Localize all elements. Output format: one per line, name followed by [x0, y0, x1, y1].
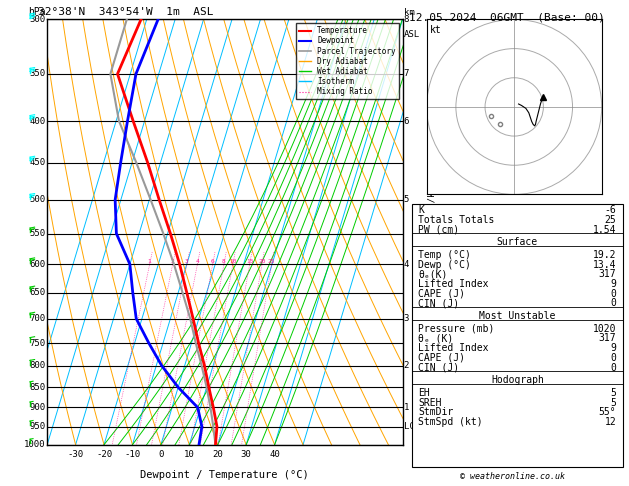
Text: 8: 8 [404, 15, 409, 24]
Text: 1020: 1020 [593, 324, 616, 334]
Text: 12.05.2024  06GMT  (Base: 00): 12.05.2024 06GMT (Base: 00) [409, 12, 604, 22]
Text: SREH: SREH [418, 398, 442, 408]
Text: 0: 0 [159, 450, 164, 459]
Text: 5: 5 [611, 388, 616, 398]
Text: EH: EH [418, 388, 430, 398]
Text: 3: 3 [404, 314, 409, 323]
Text: Most Unstable: Most Unstable [479, 311, 555, 321]
Text: 4: 4 [196, 259, 199, 264]
Text: 6: 6 [404, 117, 409, 125]
Text: 550: 550 [30, 229, 45, 238]
Text: 20: 20 [213, 450, 223, 459]
Text: 400: 400 [30, 117, 45, 125]
Text: 5: 5 [404, 195, 409, 205]
Text: 19.2: 19.2 [593, 250, 616, 260]
Text: 1: 1 [148, 259, 152, 264]
Text: 317: 317 [599, 333, 616, 344]
Text: 4: 4 [404, 260, 409, 269]
Text: 500: 500 [30, 195, 45, 205]
Text: CAPE (J): CAPE (J) [418, 353, 465, 363]
Text: 15: 15 [246, 259, 253, 264]
Text: 25: 25 [268, 259, 276, 264]
Text: StmSpd (kt): StmSpd (kt) [418, 417, 483, 427]
Text: 20: 20 [258, 259, 265, 264]
Text: 850: 850 [30, 383, 45, 392]
Text: CIN (J): CIN (J) [418, 298, 459, 309]
Text: -10: -10 [125, 450, 140, 459]
Text: 55°: 55° [599, 407, 616, 417]
Text: 1.54: 1.54 [593, 225, 616, 235]
Text: 300: 300 [30, 15, 45, 24]
Text: 2: 2 [171, 259, 174, 264]
Text: 9: 9 [611, 279, 616, 289]
Text: 0: 0 [611, 298, 616, 309]
Text: 7: 7 [404, 69, 409, 78]
Text: 0: 0 [611, 353, 616, 363]
Text: 317: 317 [599, 269, 616, 279]
Text: 350: 350 [30, 69, 45, 78]
Text: CAPE (J): CAPE (J) [418, 289, 465, 299]
Text: StmDir: StmDir [418, 407, 454, 417]
Text: K: K [418, 205, 424, 215]
Text: 13.4: 13.4 [593, 260, 616, 270]
Text: km: km [404, 8, 415, 17]
Text: Pressure (mb): Pressure (mb) [418, 324, 494, 334]
Text: Temp (°C): Temp (°C) [418, 250, 471, 260]
Text: θₑ(K): θₑ(K) [418, 269, 448, 279]
Text: 5: 5 [611, 398, 616, 408]
Text: Surface: Surface [497, 237, 538, 247]
Text: kt: kt [430, 25, 442, 35]
Text: 0: 0 [611, 289, 616, 299]
Text: 25: 25 [604, 215, 616, 225]
Text: 750: 750 [30, 339, 45, 347]
Text: Mixing Ratio (g/kg): Mixing Ratio (g/kg) [428, 181, 437, 283]
Text: 32°38'N  343°54'W  1m  ASL: 32°38'N 343°54'W 1m ASL [38, 7, 213, 17]
Text: LCL: LCL [404, 422, 420, 431]
Text: CIN (J): CIN (J) [418, 363, 459, 373]
Text: 3: 3 [185, 259, 189, 264]
Text: 800: 800 [30, 362, 45, 370]
Text: 8: 8 [222, 259, 226, 264]
Text: 30: 30 [241, 450, 252, 459]
Text: Totals Totals: Totals Totals [418, 215, 494, 225]
Text: 6: 6 [211, 259, 214, 264]
Text: PW (cm): PW (cm) [418, 225, 459, 235]
Text: Lifted Index: Lifted Index [418, 279, 489, 289]
Text: -6: -6 [604, 205, 616, 215]
Text: θₑ (K): θₑ (K) [418, 333, 454, 344]
Legend: Temperature, Dewpoint, Parcel Trajectory, Dry Adiabat, Wet Adiabat, Isotherm, Mi: Temperature, Dewpoint, Parcel Trajectory… [296, 23, 399, 99]
Text: 10: 10 [229, 259, 237, 264]
Text: hPa: hPa [28, 7, 45, 17]
Text: 1: 1 [404, 403, 409, 412]
Text: 2: 2 [404, 362, 409, 370]
FancyBboxPatch shape [412, 204, 623, 467]
Text: -20: -20 [96, 450, 112, 459]
Text: 700: 700 [30, 314, 45, 323]
Text: 1000: 1000 [24, 440, 45, 449]
Text: © weatheronline.co.uk: © weatheronline.co.uk [460, 472, 565, 481]
Text: 900: 900 [30, 403, 45, 412]
Text: -30: -30 [67, 450, 84, 459]
Text: 950: 950 [30, 422, 45, 431]
Text: ASL: ASL [404, 30, 420, 39]
Text: Dewpoint / Temperature (°C): Dewpoint / Temperature (°C) [140, 470, 309, 480]
Text: 9: 9 [611, 343, 616, 353]
Text: 40: 40 [269, 450, 280, 459]
Text: 600: 600 [30, 260, 45, 269]
Text: Dewp (°C): Dewp (°C) [418, 260, 471, 270]
Text: 650: 650 [30, 288, 45, 297]
Text: 12: 12 [604, 417, 616, 427]
Text: Lifted Index: Lifted Index [418, 343, 489, 353]
Text: 0: 0 [611, 363, 616, 373]
Text: 10: 10 [184, 450, 195, 459]
Text: Hodograph: Hodograph [491, 375, 544, 385]
Text: 450: 450 [30, 158, 45, 167]
